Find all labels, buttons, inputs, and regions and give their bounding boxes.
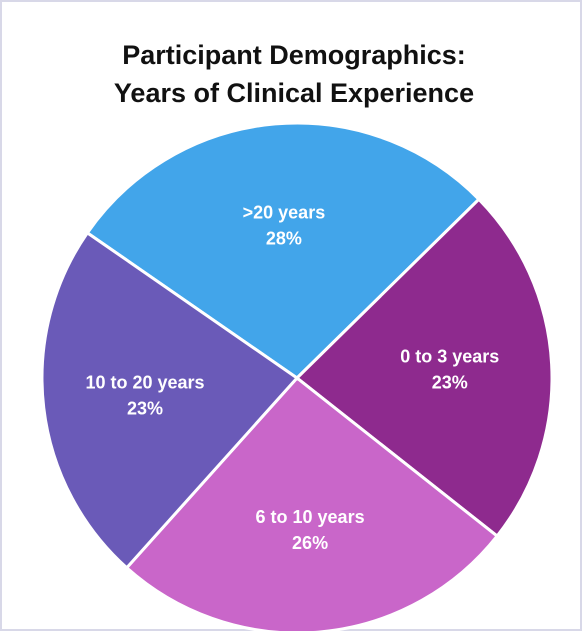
chart-title: Years of Clinical Experience [114,78,474,108]
slice-value-label: 23% [432,372,468,392]
pie-slice [85,121,482,380]
pie-slice [124,375,500,631]
slice-label: 10 to 20 years [85,373,204,393]
slice-label: 6 to 10 years [256,507,365,527]
slice-value-label: 26% [292,533,328,553]
slice-label: 0 to 3 years [400,346,499,366]
slice-value-label: 28% [266,228,302,248]
pie-slice [40,230,300,570]
pie-slice [294,197,554,539]
slice-label: >20 years [243,202,326,222]
slice-value-label: 23% [127,399,163,419]
chart-title: Participant Demographics: [122,40,466,70]
